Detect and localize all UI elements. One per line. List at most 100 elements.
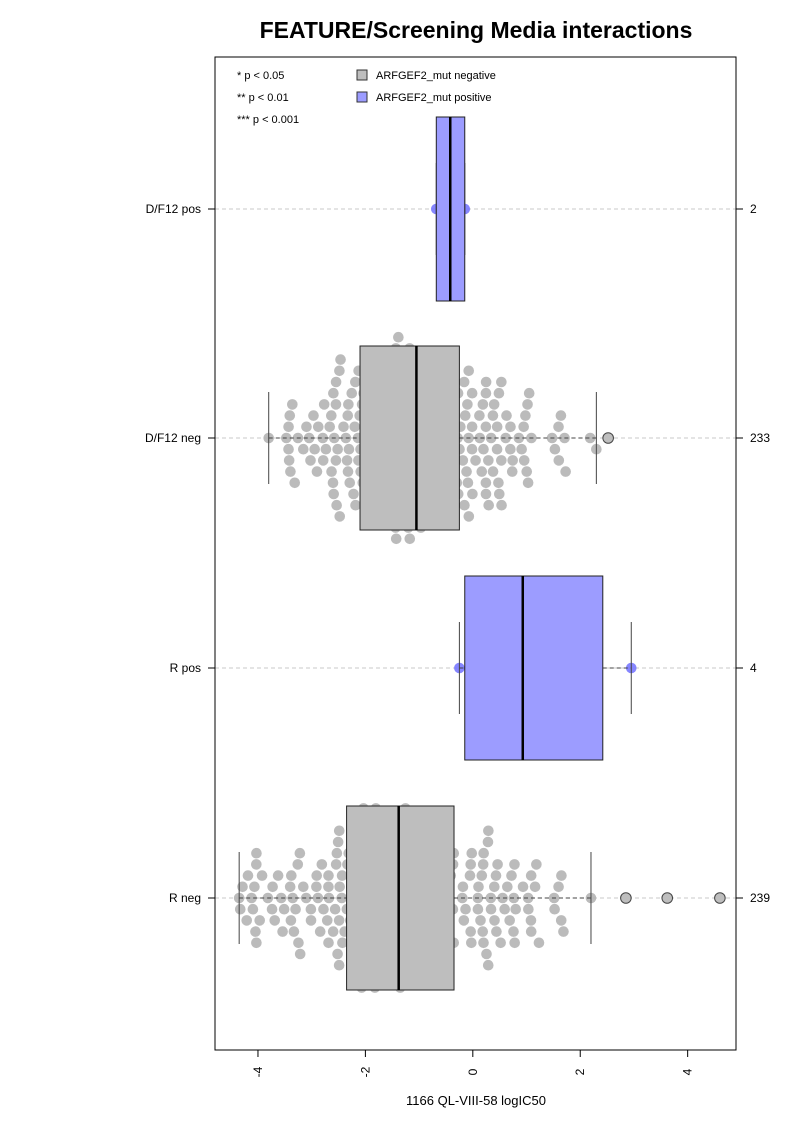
data-point [285,915,297,926]
x-tick-label: -2 [358,1066,372,1077]
data-point [510,903,521,915]
data-point [480,387,492,399]
data-point [323,892,335,904]
data-point [525,915,537,926]
data-point [489,915,500,926]
data-point [250,926,261,937]
data-point [476,870,488,881]
data-point [393,331,404,343]
data-point [330,455,342,466]
data-point [251,847,262,859]
data-point [478,847,489,859]
plot-frame [214,56,737,1051]
data-point [533,937,545,949]
data-point [335,354,346,365]
data-point [464,870,476,881]
data-point [287,399,298,410]
data-point [343,399,354,410]
data-point [298,443,309,455]
data-point [251,937,262,949]
data-point [283,421,294,433]
data-point [332,948,343,960]
data-point [278,903,290,915]
data-point [509,937,520,949]
data-point [343,443,355,455]
data-point [316,859,328,870]
data-point [476,466,488,477]
data-point [497,892,508,904]
data-point [277,926,288,937]
data-point [327,477,339,489]
data-point [489,881,500,893]
data-point [324,421,336,433]
data-point [466,937,477,949]
box-iqr [359,345,460,531]
data-point [321,915,333,926]
data-point [234,903,246,915]
legend-swatch [356,91,368,103]
data-point [308,410,319,421]
data-point [482,959,494,971]
data-point [303,432,315,444]
legend-swatch [356,69,368,81]
data-point [334,511,346,522]
data-point [286,870,297,881]
data-point [350,499,361,511]
data-point [320,443,332,455]
data-point [523,387,535,399]
data-point [326,410,337,421]
data-point [242,870,254,881]
data-point [461,466,472,477]
data-point [317,455,329,466]
data-point [483,499,495,511]
legend-label: ARFGEF2_mut positive [376,92,492,104]
data-point [522,477,534,489]
data-point [500,432,512,444]
data-point [477,859,489,870]
data-point [330,859,342,870]
data-point [507,455,518,466]
x-tick-label: 4 [681,1068,695,1075]
data-point [284,881,296,893]
data-point [251,859,262,870]
data-point [473,881,484,893]
data-point [506,466,518,477]
data-point [521,466,533,477]
grid-lines [215,208,736,899]
data-point [549,443,561,455]
data-point [529,881,541,893]
data-point [555,915,567,926]
data-point [249,881,260,893]
data-point [459,410,471,421]
data-point [254,915,265,926]
outlier-point [602,432,614,444]
data-point [496,376,507,388]
data-point [272,870,284,881]
data-point [508,926,519,937]
data-point [474,410,485,421]
data-point [327,926,339,937]
data-point [349,421,361,433]
data-point [328,488,339,500]
group-count-label: 2 [750,202,757,216]
data-point [556,870,567,881]
data-point [505,421,516,433]
data-point [463,365,475,377]
data-point [488,399,500,410]
data-point [312,421,324,433]
data-point [305,903,317,915]
data-point [311,870,323,881]
data-point [504,915,515,926]
data-point [334,881,345,893]
data-point [516,443,527,455]
x-axis: D/F12 pos 2 D/F12 neg 233 R pos 4 R neg 239 -4 -2… [145,202,770,1077]
data-point [493,477,504,489]
data-point [523,903,534,915]
data-point [483,455,494,466]
data-point [288,926,300,937]
data-point [487,410,499,421]
data-point [555,410,567,421]
data-point [341,455,353,466]
data-point [348,488,359,500]
data-point [294,948,306,960]
